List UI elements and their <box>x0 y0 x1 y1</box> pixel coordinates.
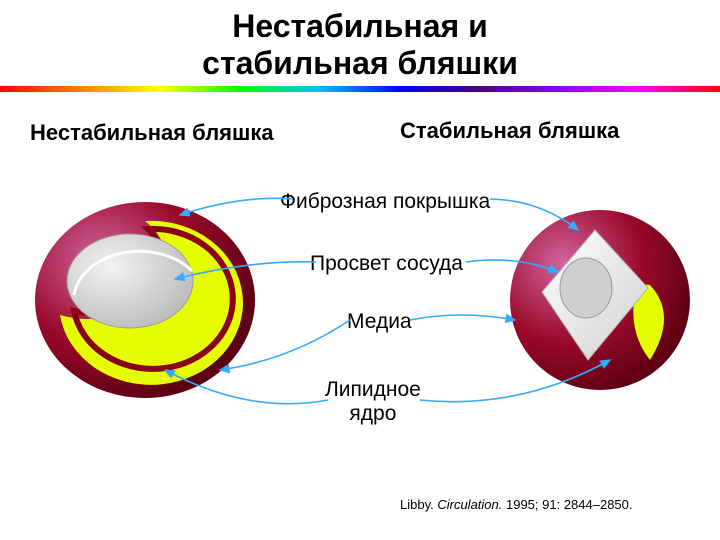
label-fibrous-cap: Фиброзная покрышка <box>280 190 490 214</box>
unstable-plaque-diagram <box>30 185 260 415</box>
label-lipid-core: Липидное ядро <box>325 378 421 426</box>
citation-prefix: Libby. <box>400 497 437 512</box>
label-lipid-line1: Липидное <box>325 378 421 401</box>
label-media: Медиа <box>347 310 412 334</box>
citation-suffix: 1995; 91: 2844–2850. <box>502 497 632 512</box>
title-line-2: стабильная бляшки <box>202 45 518 81</box>
title-line-1: Нестабильная и <box>232 8 488 44</box>
stable-plaque-diagram <box>500 200 700 400</box>
main-title: Нестабильная и стабильная бляшки <box>0 0 720 82</box>
subtitle-stable: Стабильная бляшка <box>400 118 619 144</box>
subtitle-unstable: Нестабильная бляшка <box>30 120 274 146</box>
citation-italic: Circulation. <box>437 497 502 512</box>
rainbow-divider <box>0 86 720 92</box>
citation: Libby. Circulation. 1995; 91: 2844–2850. <box>400 497 633 512</box>
label-lipid-line2: ядро <box>349 402 396 425</box>
label-lumen: Просвет сосуда <box>310 252 463 276</box>
